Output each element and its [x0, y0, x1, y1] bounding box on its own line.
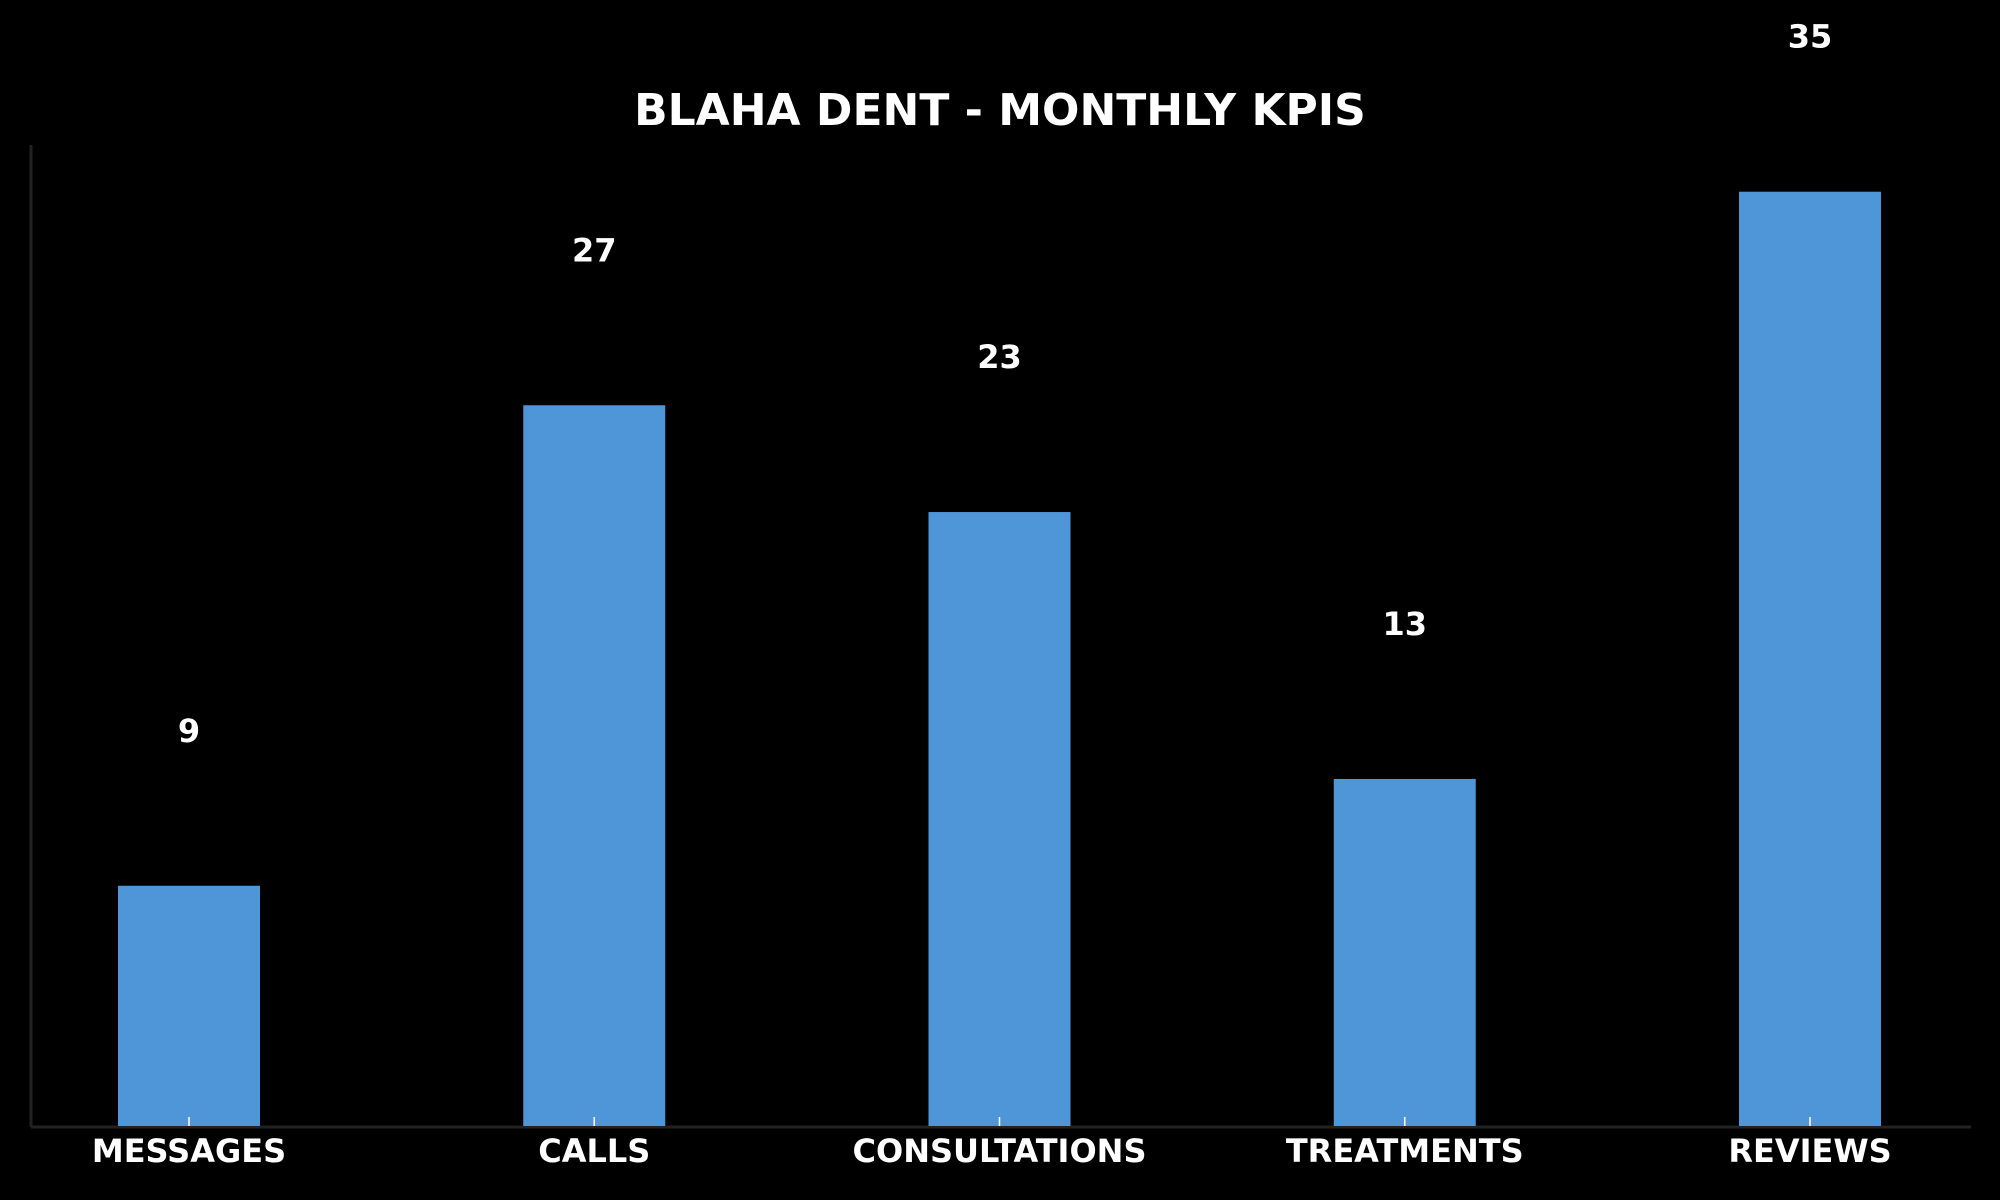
bar	[1739, 191, 1881, 1126]
bar	[1333, 778, 1476, 1126]
x-tick-label: CONSULTATIONS	[853, 1132, 1147, 1170]
chart-title: BLAHA DENT - MONTHLY KPIS	[634, 85, 1366, 136]
value-label: 35	[1788, 18, 1833, 56]
x-tick-label: MESSAGES	[92, 1132, 286, 1170]
bar	[118, 885, 260, 1126]
bar	[523, 405, 666, 1126]
x-tick-label: CALLS	[538, 1132, 650, 1170]
value-label: 23	[977, 338, 1022, 376]
x-tick-label: REVIEWS	[1728, 1132, 1891, 1170]
value-label: 13	[1382, 605, 1427, 643]
x-tick-label: TREATMENTS	[1286, 1132, 1524, 1170]
value-label: 27	[572, 231, 617, 269]
value-label: 9	[178, 712, 200, 750]
bar	[928, 512, 1071, 1126]
